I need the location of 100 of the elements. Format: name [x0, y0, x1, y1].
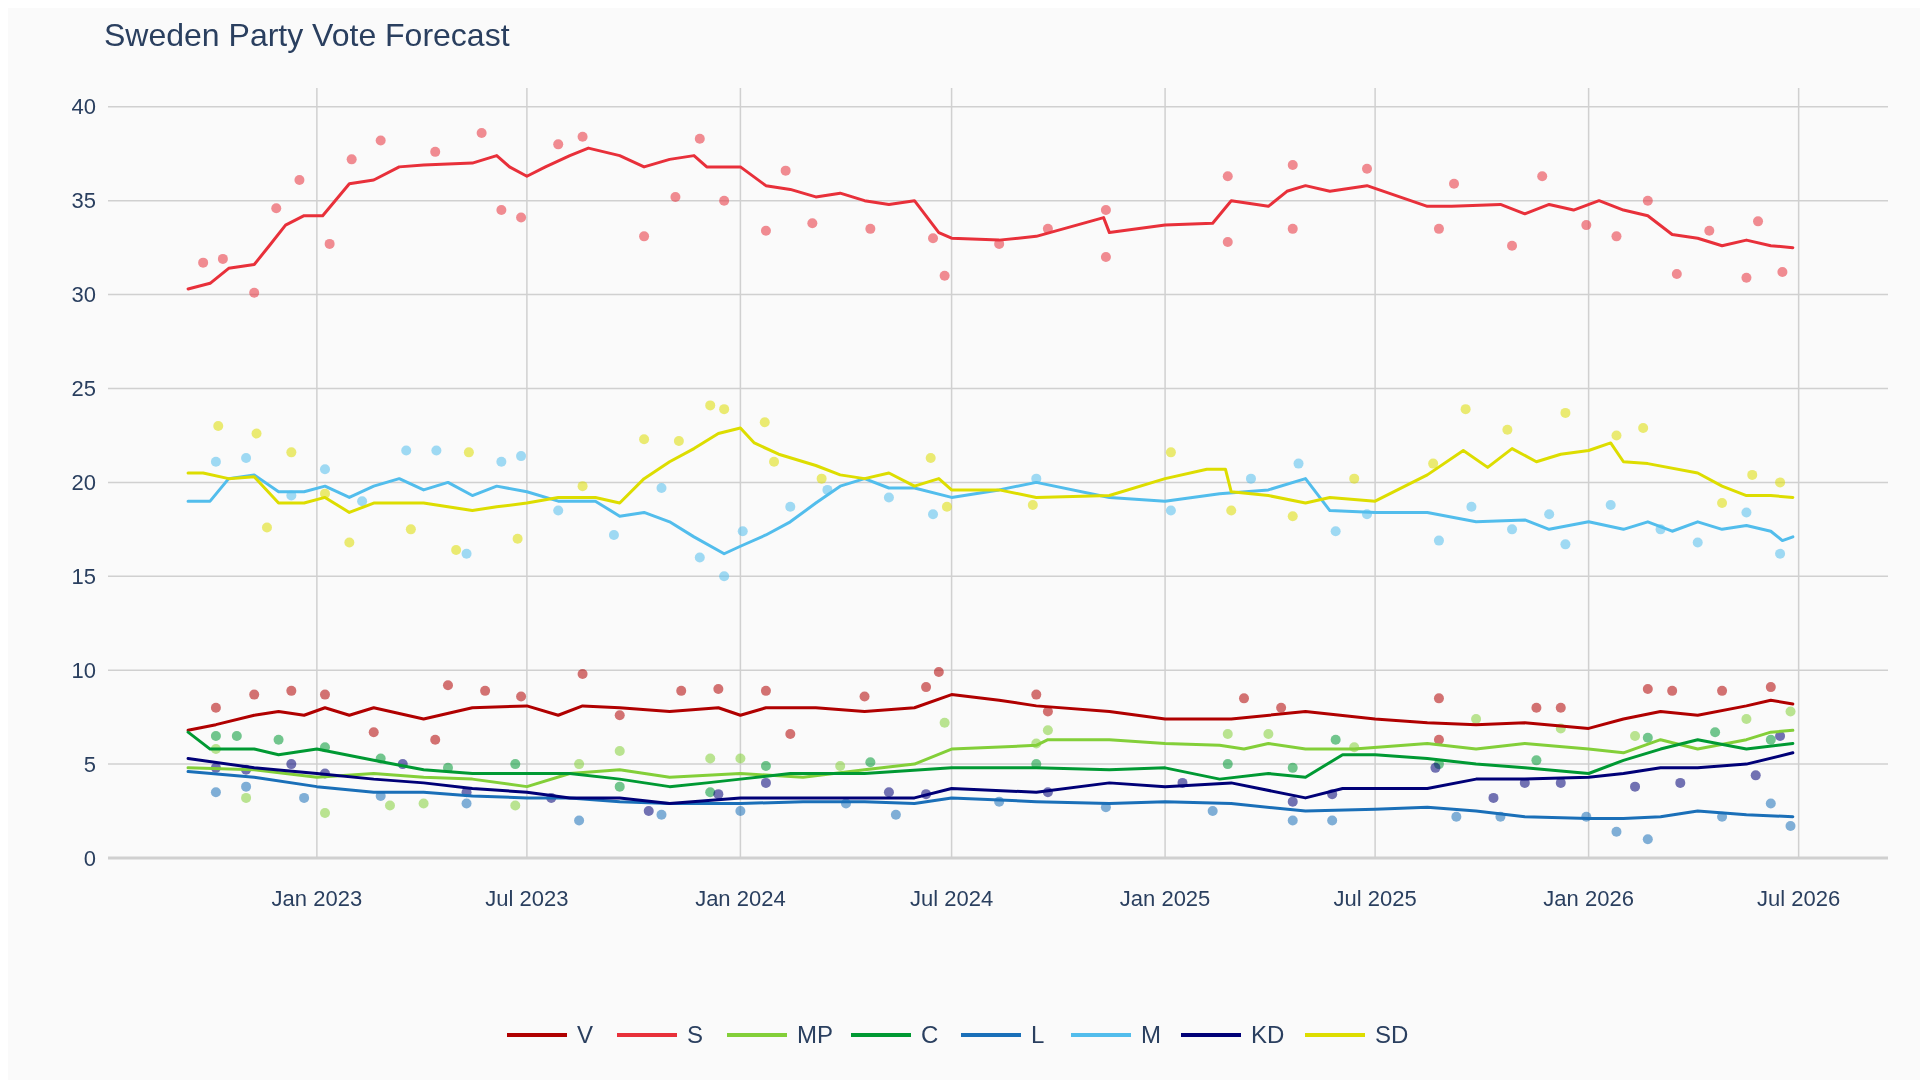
point [614, 781, 625, 792]
point [510, 800, 521, 811]
point [719, 571, 730, 582]
x-tick-label: Jul 2025 [1333, 886, 1417, 911]
point [807, 218, 818, 229]
point [1451, 811, 1462, 822]
point [286, 685, 297, 696]
point [286, 759, 297, 770]
y-tick-label: 0 [83, 845, 96, 871]
point [577, 131, 588, 142]
point [1775, 477, 1786, 488]
point [1555, 702, 1566, 713]
point [510, 759, 521, 770]
legend-label: KD [1251, 1021, 1285, 1049]
point [735, 806, 746, 817]
point [442, 680, 453, 691]
point [1560, 539, 1571, 550]
point [890, 809, 901, 820]
point [1502, 424, 1513, 435]
point [241, 792, 252, 803]
point [461, 798, 472, 809]
x-tick-label: Jul 2023 [485, 886, 569, 911]
point [451, 545, 462, 555]
point [1741, 272, 1752, 283]
point [577, 668, 588, 679]
legend-label: S [687, 1021, 704, 1049]
legend-label: MP [797, 1021, 833, 1049]
point [1239, 693, 1249, 704]
point [1330, 734, 1341, 745]
point [431, 445, 442, 456]
point [1226, 505, 1237, 516]
x-tick-label: Jul 2026 [1757, 886, 1841, 911]
line-series [186, 473, 1795, 556]
point [1100, 205, 1111, 216]
point [1293, 458, 1304, 469]
point [1031, 689, 1042, 700]
point [883, 492, 894, 503]
point [1675, 777, 1686, 788]
point [1710, 727, 1721, 738]
x-tick-label: Jul 2024 [909, 886, 994, 911]
point [1753, 216, 1764, 227]
point [719, 195, 730, 206]
point [384, 800, 395, 811]
line-series [186, 146, 1795, 291]
point [713, 683, 724, 694]
point [496, 205, 507, 216]
point [463, 447, 474, 458]
point [928, 509, 939, 520]
point [1611, 826, 1622, 837]
point [614, 710, 625, 721]
point [1775, 548, 1786, 559]
point [1433, 693, 1444, 704]
point [271, 203, 282, 214]
point [643, 806, 654, 817]
point [1287, 160, 1298, 170]
point [1531, 702, 1542, 713]
point [430, 734, 441, 745]
point [941, 501, 952, 512]
point [430, 146, 441, 157]
point [1765, 798, 1776, 809]
point [1667, 685, 1678, 696]
point [865, 757, 876, 768]
point [1611, 430, 1622, 441]
line-series [186, 751, 1795, 806]
point [760, 760, 771, 771]
point [251, 428, 262, 439]
point [1704, 225, 1715, 236]
point [574, 759, 585, 770]
point [401, 445, 412, 456]
point [1638, 422, 1649, 433]
point [375, 135, 386, 146]
point [760, 685, 771, 696]
point [553, 139, 564, 150]
point [1741, 507, 1752, 518]
point [883, 787, 894, 798]
point [1785, 821, 1796, 832]
point [1630, 730, 1641, 741]
x-tick-label: Jan 2026 [1543, 886, 1634, 911]
point [512, 533, 523, 544]
point [1263, 729, 1274, 740]
line-series [186, 770, 1795, 821]
line-series [186, 693, 1795, 732]
point [198, 257, 209, 268]
point [1433, 223, 1444, 234]
point [1531, 755, 1542, 766]
point [210, 787, 221, 798]
point [694, 552, 705, 563]
point [1717, 498, 1728, 509]
point [1276, 702, 1287, 713]
x-tick-label: Jan 2023 [271, 886, 363, 911]
point [1207, 806, 1218, 817]
legend-label: M [1141, 1021, 1161, 1049]
point [1642, 195, 1653, 206]
point [273, 734, 284, 745]
point [1507, 240, 1518, 251]
point [357, 496, 368, 507]
point [261, 522, 272, 533]
point [928, 233, 939, 244]
point [1222, 171, 1233, 182]
point [737, 526, 748, 537]
